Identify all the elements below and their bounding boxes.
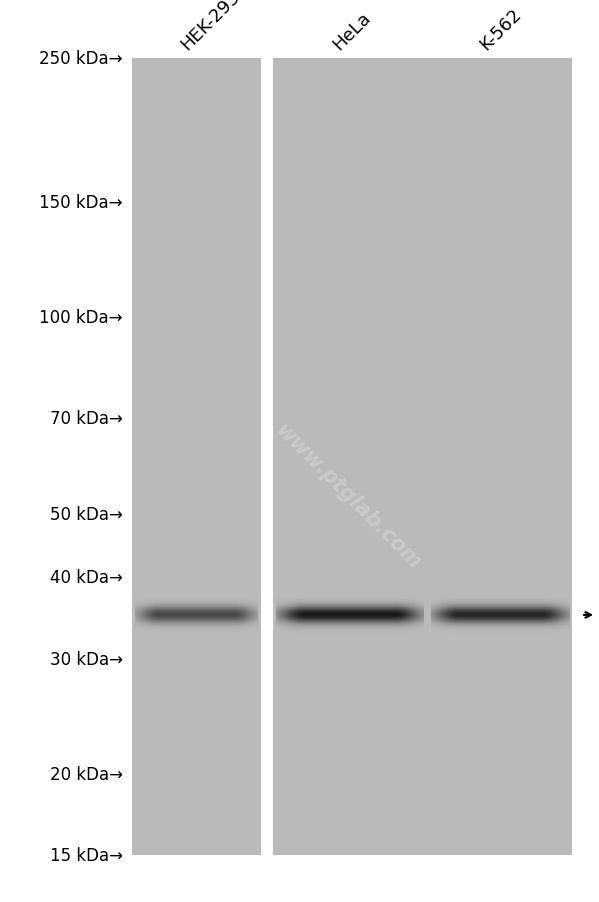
Text: 100 kDa→: 100 kDa→ xyxy=(40,309,123,327)
Text: 15 kDa→: 15 kDa→ xyxy=(50,846,123,864)
Text: 20 kDa→: 20 kDa→ xyxy=(50,765,123,783)
Bar xyxy=(132,59,261,855)
Text: 50 kDa→: 50 kDa→ xyxy=(50,505,123,523)
Text: HEK-293: HEK-293 xyxy=(177,0,244,54)
Text: 30 kDa→: 30 kDa→ xyxy=(50,649,123,667)
Text: K-562: K-562 xyxy=(477,5,525,54)
Text: 250 kDa→: 250 kDa→ xyxy=(40,50,123,68)
Text: 150 kDa→: 150 kDa→ xyxy=(40,194,123,212)
Text: HeLa: HeLa xyxy=(329,9,374,54)
Text: www.ptglab.com: www.ptglab.com xyxy=(271,419,424,573)
Text: 40 kDa→: 40 kDa→ xyxy=(50,568,123,586)
Bar xyxy=(273,59,572,855)
Text: 70 kDa→: 70 kDa→ xyxy=(50,410,123,428)
